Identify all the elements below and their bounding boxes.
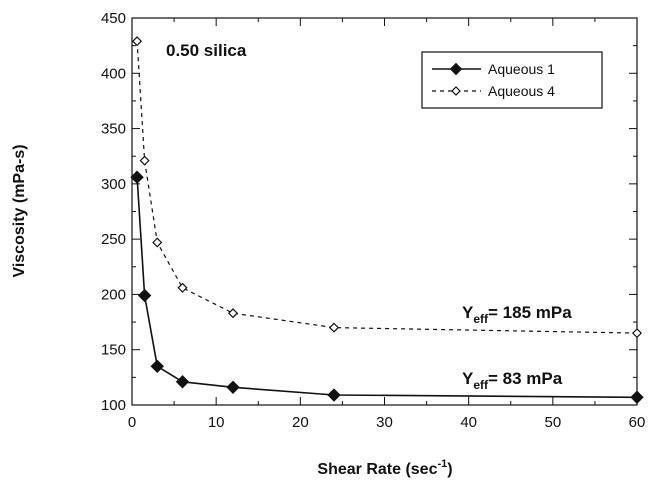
series-point-2-2 [139,155,150,166]
series-point-1-5 [226,380,240,395]
yield-label-aqueous-1: Yeff= 83 mPa [462,369,563,392]
x-tick-label: 50 [544,414,561,431]
series-point-1-6 [327,388,341,402]
x-axis-title-superscript: -1 [437,458,447,470]
series-point-2-4 [177,282,188,293]
yield-label-value: = 185 mPa [488,303,572,322]
yield-label-prefix: Y [462,369,474,388]
legend-marker-2 [451,86,461,96]
y-axis-title: Viscosity (mPa-s) [11,144,28,277]
y-tick-label: 100 [101,397,126,414]
yield-label-value: = 83 mPa [488,369,563,388]
y-tick-label: 400 [101,65,126,82]
x-axis-title-suffix: ) [447,461,452,478]
series-point-2-6 [328,322,340,333]
yield-label-aqueous-4: Yeff= 185 mPa [462,303,572,326]
yield-label-subscript: eff [473,378,489,392]
series-point-1-4 [175,375,190,389]
y-tick-label: 250 [101,231,126,248]
y-tick-label: 300 [101,176,126,193]
x-tick-label: 60 [629,414,646,431]
ticks-layer: 0 10 20 30 40 50 60 100 150 200 250 300 350 400 450 [101,10,645,431]
x-tick-label: 30 [376,414,393,431]
x-tick-label: 20 [292,414,309,431]
x-tick-label: 0 [128,414,136,431]
yield-label-prefix: Y [462,303,474,322]
legend-layer: Aqueous 1 Aqueous 4 [421,51,603,109]
legend-marker-1 [449,62,463,76]
y-tick-label: 350 [101,121,126,138]
yield-label-subscript: eff [473,312,489,326]
x-axis-title: Shear Rate (sec-1) [317,458,452,478]
y-tick-label: 150 [101,342,126,359]
y-tick-label: 450 [101,10,126,27]
x-axis-title-main: Shear Rate (sec [317,461,437,478]
legend-label-1: Aqueous 1 [488,61,555,77]
series-point-2-7 [631,328,643,339]
sample-annotation: 0.50 silica [166,41,247,60]
series-point-1-1 [130,170,144,184]
series-point-2-3 [152,237,163,248]
series-point-1-7 [630,390,644,404]
x-tick-label: 10 [208,414,225,431]
series-2 [132,36,643,339]
series-layer [130,36,644,404]
series-point-2-1 [132,36,143,47]
series-line-1 [136,177,638,399]
series-point-2-5 [227,308,239,319]
legend-label-2: Aqueous 4 [488,83,555,99]
legend-box [421,51,603,109]
series-point-1-2 [137,288,152,303]
series-1 [130,170,644,404]
y-tick-label: 200 [101,286,126,303]
labels-layer: Viscosity (mPa-s) Shear Rate (sec-1) 0.50 … [11,41,572,478]
x-tick-label: 40 [460,414,477,431]
series-point-1-3 [150,359,164,374]
